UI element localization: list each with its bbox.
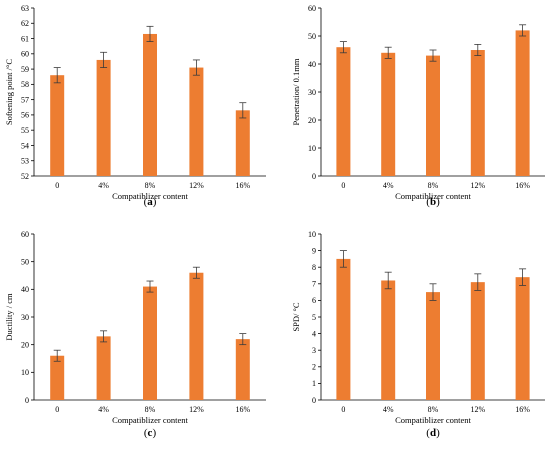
bar-0	[50, 75, 65, 176]
y-axis-title: Penetration/ 0.1mm	[291, 58, 301, 125]
y-tick-label: 63	[21, 4, 29, 13]
bar-8pct	[143, 286, 157, 400]
y-tick-label: 58	[21, 80, 29, 89]
bar-0	[336, 258, 351, 400]
y-tick-label: 20	[21, 340, 29, 349]
bar-12pct	[189, 272, 204, 400]
x-tick-label: 4%	[383, 405, 394, 414]
bar-0	[336, 47, 351, 177]
x-tick-label: 0	[341, 181, 345, 190]
x-tick-label: 0	[55, 405, 59, 414]
x-tick-label: 16%	[515, 405, 530, 414]
x-axis-title: Compatiblizer content	[112, 415, 188, 425]
y-tick-label: 2	[312, 363, 316, 372]
bar-12pct	[470, 282, 485, 400]
bar-12pct	[189, 67, 204, 176]
y-tick-label: 20	[308, 116, 316, 125]
y-tick-label: 52	[21, 172, 29, 181]
x-tick-label: 12%	[189, 405, 204, 414]
panel-letter: c	[148, 427, 153, 439]
y-tick-label: 40	[21, 285, 29, 294]
y-tick-label: 10	[308, 144, 316, 153]
bar-0	[50, 355, 65, 400]
bar-4pct	[381, 52, 396, 176]
y-tick-label: 0	[25, 396, 29, 405]
x-tick-label: 12%	[189, 181, 204, 190]
chart-panel-b: 0 10 20 30 40 50 60 0 4% 8% 12% 16% Compatiblizer co…	[291, 4, 545, 208]
bar-4pct	[381, 280, 396, 400]
y-tick-label: 8	[312, 263, 316, 272]
y-tick-label: 30	[21, 313, 29, 322]
x-tick-label: 0	[341, 405, 345, 414]
bar-4pct	[96, 336, 111, 400]
x-tick-label: 4%	[98, 181, 109, 190]
x-tick-label: 8%	[428, 181, 439, 190]
x-tick-label: 16%	[235, 405, 250, 414]
x-tick-label: 0	[55, 181, 59, 190]
y-tick-label: 50	[21, 257, 29, 266]
y-axis-title: SPD/ °C	[291, 302, 301, 331]
x-tick-label: 4%	[98, 405, 109, 414]
bar-8pct	[426, 292, 440, 400]
y-tick-label: 60	[308, 4, 316, 13]
y-tick-label: 55	[21, 126, 29, 135]
y-tick-label: 57	[21, 95, 29, 104]
y-tick-label: 10	[21, 368, 29, 377]
bar-4pct	[96, 59, 111, 176]
y-tick-label: 6	[312, 296, 316, 305]
y-tick-label: 61	[21, 34, 29, 43]
x-axis-title: Compatiblizer content	[395, 191, 471, 201]
y-tick-label: 59	[21, 65, 29, 74]
y-tick-label: 40	[308, 60, 316, 69]
bar-8pct	[143, 33, 157, 176]
y-tick-label: 1	[312, 379, 316, 388]
bar-12pct	[470, 50, 485, 176]
y-tick-label: 56	[21, 111, 29, 120]
bar-16pct	[235, 110, 250, 176]
y-axis-title: Softening point /°C	[4, 59, 14, 126]
y-axis-title: Ductility / cm	[4, 293, 14, 341]
y-tick-label: 60	[21, 230, 29, 239]
y-tick-label: 54	[21, 141, 29, 150]
y-tick-label: 10	[308, 230, 316, 239]
chart-panel-a: 52 53 54 55 56 57 58 59 60 61 62 63 0 4% 8% 12% 16% Compa…	[4, 4, 266, 208]
bar-16pct	[515, 277, 530, 400]
panel-letter: b	[430, 196, 436, 208]
x-tick-label: 16%	[235, 181, 250, 190]
y-tick-label: 60	[21, 50, 29, 59]
panel-label: (b)	[426, 196, 440, 208]
x-tick-label: 16%	[515, 181, 530, 190]
y-tick-label: 3	[312, 346, 316, 355]
x-tick-label: 8%	[145, 405, 156, 414]
panel-label: (d)	[426, 427, 440, 439]
y-tick-label: 62	[21, 19, 29, 28]
x-axis-title: Compatiblizer content	[112, 191, 188, 201]
x-tick-label: 8%	[428, 405, 439, 414]
y-tick-label: 9	[312, 246, 316, 255]
y-tick-label: 4	[312, 329, 316, 338]
y-tick-label: 0	[312, 396, 316, 405]
x-axis-title: Compatiblizer content	[395, 415, 471, 425]
y-tick-label: 50	[308, 32, 316, 41]
y-tick-label: 0	[312, 172, 316, 181]
y-tick-label: 5	[312, 313, 316, 322]
chart-panel-d: 0 1 2 3 4 5 6 7 8 9 10 0 4% 8% 12% 16% Compatiblizer con…	[291, 230, 545, 439]
x-tick-label: 12%	[470, 181, 485, 190]
bar-16pct	[235, 339, 250, 400]
chart-panel-c: 0 10 20 30 40 50 60 0 4% 8% 12% 16% Compatiblizer co…	[4, 230, 266, 439]
panel-label: (c)	[144, 427, 157, 439]
x-tick-label: 12%	[470, 405, 485, 414]
bar-8pct	[426, 55, 440, 176]
panel-letter: a	[147, 196, 153, 208]
y-tick-label: 30	[308, 88, 316, 97]
panel-label: (a)	[144, 196, 157, 208]
bar-16pct	[515, 30, 530, 177]
y-tick-label: 7	[312, 280, 316, 289]
panel-letter: d	[430, 427, 436, 439]
x-tick-label: 4%	[383, 181, 394, 190]
y-tick-label: 53	[21, 157, 29, 166]
x-tick-label: 8%	[145, 181, 156, 190]
